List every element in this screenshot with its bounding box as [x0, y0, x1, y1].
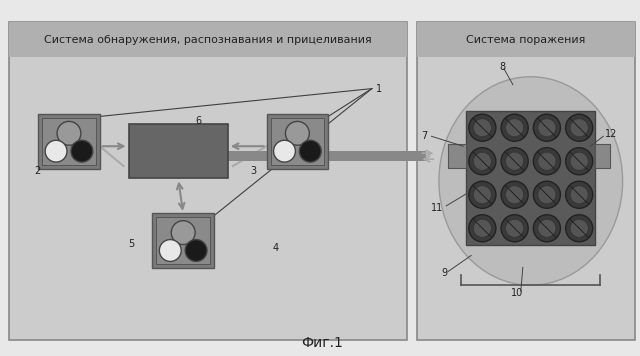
Bar — [449, 144, 466, 168]
Circle shape — [533, 181, 561, 208]
Bar — [595, 144, 610, 168]
Bar — [42, 118, 96, 164]
Circle shape — [57, 121, 81, 145]
Circle shape — [506, 186, 524, 204]
Text: 6: 6 — [195, 116, 201, 126]
Text: 10: 10 — [511, 288, 523, 298]
Circle shape — [566, 181, 593, 208]
Bar — [152, 213, 214, 268]
Circle shape — [501, 114, 528, 141]
Bar — [271, 118, 324, 164]
Circle shape — [185, 240, 207, 261]
Circle shape — [538, 219, 556, 237]
Text: 4: 4 — [273, 242, 278, 252]
Bar — [267, 114, 328, 168]
Circle shape — [468, 181, 496, 208]
Circle shape — [506, 219, 524, 237]
Bar — [38, 114, 100, 168]
Bar — [417, 22, 635, 340]
Circle shape — [566, 215, 593, 242]
Ellipse shape — [439, 77, 623, 285]
Text: 1: 1 — [376, 84, 382, 94]
Circle shape — [273, 140, 296, 162]
Text: 8: 8 — [499, 62, 505, 72]
Text: 3: 3 — [251, 166, 257, 176]
Circle shape — [468, 148, 496, 175]
Bar — [466, 111, 595, 245]
Circle shape — [474, 219, 492, 237]
Circle shape — [538, 119, 556, 137]
Bar — [10, 22, 406, 57]
Circle shape — [570, 186, 588, 204]
Circle shape — [506, 119, 524, 137]
Text: 12: 12 — [605, 129, 618, 139]
Text: Система поражения: Система поражения — [466, 35, 586, 45]
Circle shape — [300, 140, 321, 162]
Circle shape — [570, 119, 588, 137]
Circle shape — [570, 152, 588, 170]
Circle shape — [172, 221, 195, 245]
Circle shape — [566, 114, 593, 141]
Bar — [156, 217, 210, 264]
Circle shape — [468, 215, 496, 242]
Text: Фиг.1: Фиг.1 — [301, 336, 343, 350]
Text: 5: 5 — [129, 239, 135, 248]
Circle shape — [533, 114, 561, 141]
Circle shape — [159, 240, 181, 261]
Circle shape — [501, 148, 528, 175]
Bar — [417, 22, 635, 57]
Text: 2: 2 — [34, 166, 40, 176]
Circle shape — [474, 119, 492, 137]
Circle shape — [474, 186, 492, 204]
Circle shape — [533, 148, 561, 175]
Text: 7: 7 — [422, 131, 428, 141]
Circle shape — [501, 215, 528, 242]
Circle shape — [506, 152, 524, 170]
Bar — [10, 22, 406, 340]
Circle shape — [71, 140, 93, 162]
Text: Система обнаружения, распознавания и прицеливания: Система обнаружения, распознавания и при… — [44, 35, 372, 45]
Circle shape — [538, 186, 556, 204]
Circle shape — [566, 148, 593, 175]
Circle shape — [474, 152, 492, 170]
Circle shape — [501, 181, 528, 208]
Circle shape — [533, 215, 561, 242]
Text: 9: 9 — [442, 268, 447, 278]
Circle shape — [468, 114, 496, 141]
Circle shape — [570, 219, 588, 237]
Text: 11: 11 — [431, 203, 444, 213]
Circle shape — [538, 152, 556, 170]
Circle shape — [45, 140, 67, 162]
Bar — [178, 151, 426, 161]
Circle shape — [285, 121, 309, 145]
Bar — [129, 124, 228, 178]
